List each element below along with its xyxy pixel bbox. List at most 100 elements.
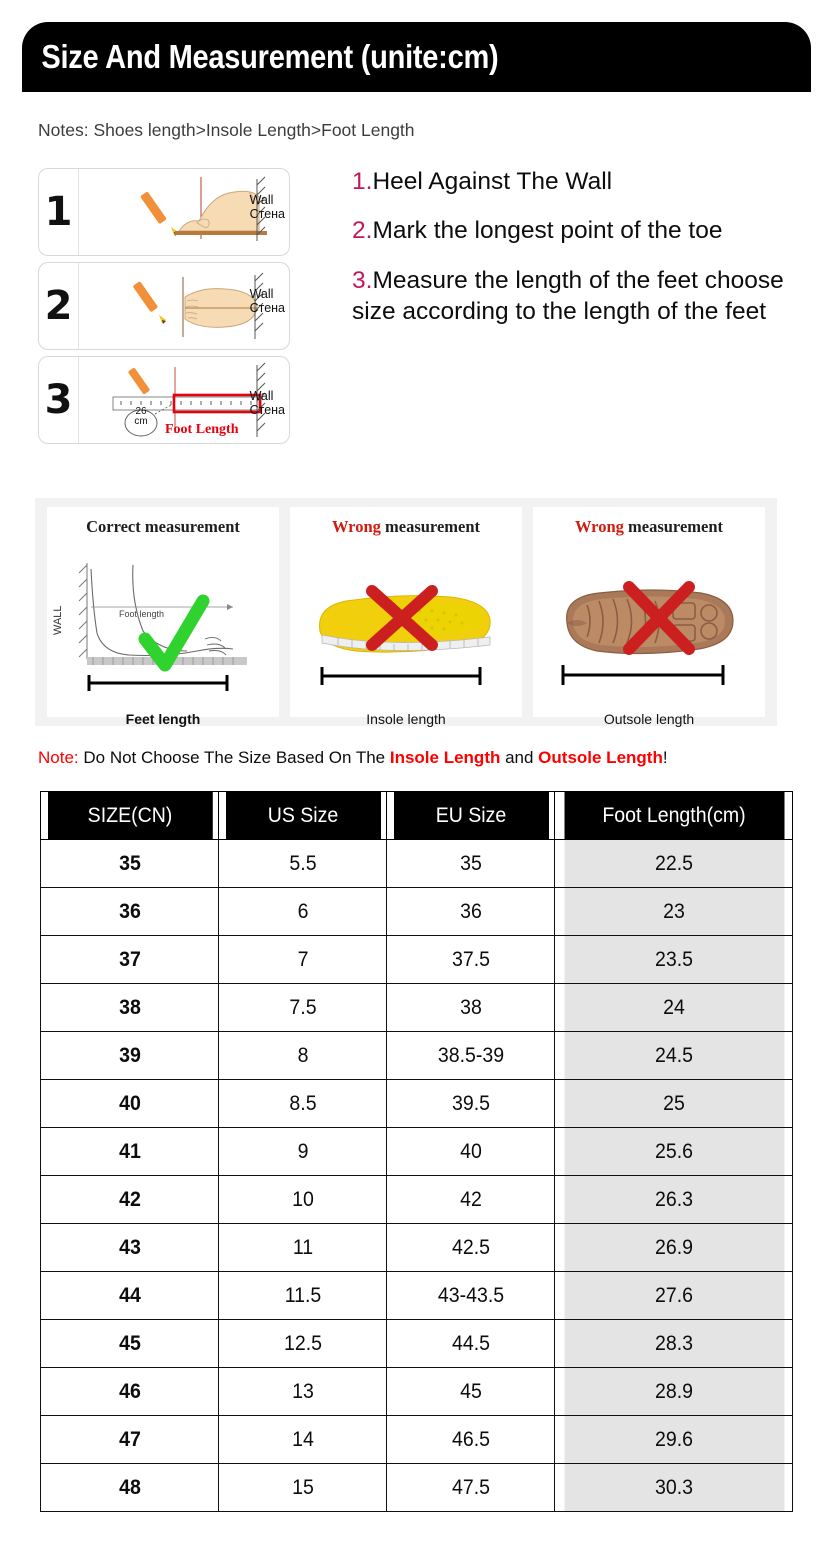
step-number-1: 1 <box>39 169 79 255</box>
cell-eu-size: 38.5-39 <box>391 1031 550 1080</box>
table-row: 38 7.5 38 24 <box>41 983 793 1032</box>
cell-foot-length: 23.5 <box>562 935 785 984</box>
cell-size-cn: 38 <box>46 983 213 1032</box>
instructions-list: 1.Heel Against The Wall 2.Mark the longe… <box>352 166 822 345</box>
cell-size-cn: 37 <box>46 935 213 984</box>
notes-line: Notes: Shoes length>Insole Length>Foot L… <box>38 120 415 140</box>
cell-us-size: 11.5 <box>223 1271 382 1320</box>
cell-foot-length: 22.5 <box>562 839 785 888</box>
column-header-foot-length: Foot Length(cm) <box>562 791 785 840</box>
warning-note-insole: Insole Length <box>389 748 501 767</box>
cell-eu-size: 43-43.5 <box>391 1271 550 1320</box>
comparison-title-insole: Wrong measurement <box>332 517 480 537</box>
step-number-3: 3 <box>39 357 79 443</box>
cell-us-size: 12.5 <box>223 1319 382 1368</box>
check-icon <box>138 594 210 672</box>
svg-text:Foot length: Foot length <box>119 609 164 619</box>
cross-icon <box>623 581 695 655</box>
cell-us-size: 8 <box>223 1031 382 1080</box>
table-row: 48 15 47.5 30.3 <box>41 1463 793 1512</box>
step-number-2: 2 <box>39 263 79 349</box>
pencil-icon <box>133 281 166 324</box>
cell-size-cn: 44 <box>46 1271 213 1320</box>
instruction-text-3: Measure the length of the feet choose si… <box>352 266 784 326</box>
instruction-number-1: 1. <box>352 168 373 195</box>
wall-hatch <box>256 362 266 437</box>
step-box-3: 3 <box>38 356 290 444</box>
warning-note-outsole: Outsole Length <box>538 748 663 767</box>
cell-eu-size: 42 <box>391 1175 550 1224</box>
comparison-title-outsole: Wrong measurement <box>575 517 723 537</box>
cell-size-cn: 46 <box>46 1367 213 1416</box>
cell-us-size: 9 <box>223 1127 382 1176</box>
cell-foot-length: 30.3 <box>562 1463 785 1512</box>
ruler-value: 26 <box>135 406 147 417</box>
measurement-steps: 1 <box>38 168 290 450</box>
page-title: Size And Measurement (unite:cm) <box>41 38 499 75</box>
cell-us-size: 8.5 <box>223 1079 382 1128</box>
column-header-eu-size: EU Size <box>391 791 550 840</box>
table-row: 46 13 45 28.9 <box>41 1367 793 1416</box>
warning-note-part1: Do Not Choose The Size Based On The <box>78 748 390 767</box>
cell-size-cn: 39 <box>46 1031 213 1080</box>
cell-foot-length: 26.3 <box>562 1175 785 1224</box>
wall-label-ru-3: Стена <box>249 403 285 418</box>
cell-us-size: 7 <box>223 935 382 984</box>
cell-us-size: 6 <box>223 887 382 936</box>
insole-illustration <box>290 539 522 711</box>
cell-size-cn: 48 <box>46 1463 213 1512</box>
step-box-2: 2 <box>38 262 290 350</box>
cell-us-size: 13 <box>223 1367 382 1416</box>
column-header-us-size: US Size <box>223 791 382 840</box>
table-row: 45 12.5 44.5 28.3 <box>41 1319 793 1368</box>
cell-size-cn: 41 <box>46 1127 213 1176</box>
table-row: 43 11 42.5 26.9 <box>41 1223 793 1272</box>
cross-icon <box>366 585 438 651</box>
comparison-title-rest-outsole: measurement <box>623 517 724 536</box>
instruction-item-2: 2.Mark the longest point of the toe <box>352 215 822 246</box>
step-1-illustration: Wall Стена <box>79 169 289 255</box>
comparison-status-outsole: Wrong <box>574 517 624 536</box>
comparison-status-insole: Wrong <box>331 517 381 536</box>
cell-us-size: 7.5 <box>223 983 382 1032</box>
cell-foot-length: 25 <box>562 1079 785 1128</box>
comparison-panel-insole: Wrong measurement <box>290 507 522 727</box>
wall-hatch <box>254 272 264 339</box>
cell-foot-length: 26.9 <box>562 1223 785 1272</box>
cell-foot-length: 24.5 <box>562 1031 785 1080</box>
cell-foot-length: 28.9 <box>562 1367 785 1416</box>
cell-size-cn: 43 <box>46 1223 213 1272</box>
step-3-illustration: 26 cm Foot Length Wall Стена <box>79 357 289 443</box>
cell-foot-length: 28.3 <box>562 1319 785 1368</box>
comparison-panel-correct: Correct measurement <box>47 507 279 727</box>
instruction-item-1: 1.Heel Against The Wall <box>352 166 822 197</box>
table-row: 41 9 40 25.6 <box>41 1127 793 1176</box>
cell-foot-length: 23 <box>562 887 785 936</box>
outsole-illustration <box>533 539 765 711</box>
cell-eu-size: 46.5 <box>391 1415 550 1464</box>
cell-size-cn: 47 <box>46 1415 213 1464</box>
instruction-number-3: 3. <box>352 266 373 294</box>
warning-note-mid: and <box>500 748 539 767</box>
cell-eu-size: 40 <box>391 1127 550 1176</box>
size-chart-table: SIZE(CN) US Size EU Size Foot Length(cm)… <box>40 791 793 1512</box>
table-row: 47 14 46.5 29.6 <box>41 1415 793 1464</box>
wall-hatch <box>78 563 88 659</box>
cell-eu-size: 39.5 <box>391 1079 550 1128</box>
table-header-row: SIZE(CN) US Size EU Size Foot Length(cm) <box>41 791 793 840</box>
table-row: 44 11.5 43-43.5 27.6 <box>41 1271 793 1320</box>
header-bar: Size And Measurement (unite:cm) <box>22 22 811 92</box>
cell-eu-size: 37.5 <box>391 935 550 984</box>
cell-us-size: 5.5 <box>223 839 382 888</box>
comparison-title-rest-correct: Correct measurement <box>86 517 240 536</box>
foot-length-label: Foot Length <box>165 422 239 437</box>
cell-foot-length: 29.6 <box>562 1415 785 1464</box>
cell-us-size: 14 <box>223 1415 382 1464</box>
warning-note: Note: Do Not Choose The Size Based On Th… <box>38 748 668 768</box>
correct-measurement-illustration: Foot length WALL <box>47 539 279 711</box>
warning-note-lead: Note: <box>38 748 79 767</box>
table-row: 40 8.5 39.5 25 <box>41 1079 793 1128</box>
cell-size-cn: 42 <box>46 1175 213 1224</box>
cell-us-size: 10 <box>223 1175 382 1224</box>
comparison-title-correct: Correct measurement <box>86 517 240 537</box>
